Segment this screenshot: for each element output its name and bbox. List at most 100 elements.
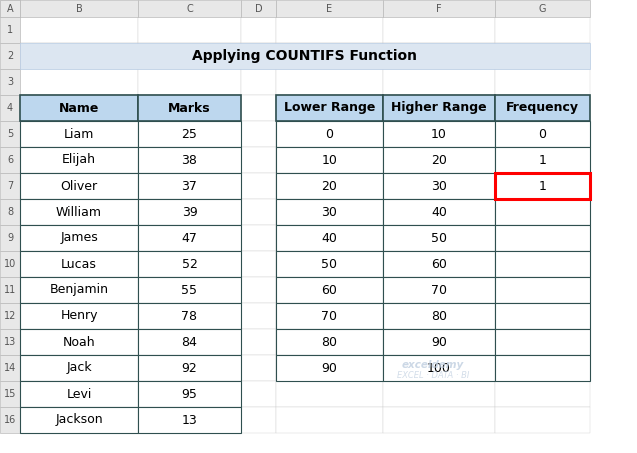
Bar bbox=[276, 147, 383, 173]
Bar bbox=[241, 121, 276, 147]
Bar bbox=[20, 121, 138, 147]
Bar bbox=[383, 277, 495, 303]
Bar bbox=[383, 407, 495, 433]
Bar bbox=[495, 225, 590, 251]
Bar bbox=[495, 329, 590, 355]
Bar bbox=[383, 303, 495, 329]
Bar bbox=[276, 147, 383, 173]
Bar bbox=[276, 173, 383, 199]
Bar bbox=[383, 199, 495, 225]
Bar bbox=[138, 199, 241, 225]
Bar bbox=[383, 303, 495, 329]
Bar bbox=[138, 303, 241, 329]
Text: William: William bbox=[56, 206, 102, 218]
Bar bbox=[383, 225, 495, 251]
Text: 38: 38 bbox=[182, 154, 197, 167]
Text: 37: 37 bbox=[182, 179, 197, 193]
Bar bbox=[138, 0, 241, 17]
Text: 8: 8 bbox=[7, 207, 13, 217]
Text: 47: 47 bbox=[182, 231, 197, 245]
Bar bbox=[495, 251, 590, 277]
Text: 100: 100 bbox=[427, 361, 451, 375]
Text: 80: 80 bbox=[322, 336, 338, 348]
Bar bbox=[241, 381, 276, 407]
Text: 13: 13 bbox=[182, 414, 197, 427]
Bar bbox=[495, 95, 590, 121]
Bar bbox=[383, 121, 495, 147]
Bar bbox=[20, 95, 138, 121]
Bar bbox=[241, 69, 276, 95]
Text: 7: 7 bbox=[7, 181, 13, 191]
Bar bbox=[20, 95, 138, 121]
Text: 11: 11 bbox=[4, 285, 16, 295]
Bar bbox=[241, 43, 276, 69]
Bar bbox=[20, 0, 138, 17]
Bar bbox=[276, 0, 383, 17]
Text: Lucas: Lucas bbox=[61, 257, 97, 270]
Text: Jackson: Jackson bbox=[55, 414, 103, 427]
Text: G: G bbox=[539, 4, 547, 14]
Bar bbox=[0, 329, 20, 355]
Bar bbox=[383, 69, 495, 95]
Bar bbox=[20, 43, 590, 69]
Bar bbox=[138, 381, 241, 407]
Text: Henry: Henry bbox=[61, 309, 97, 323]
Bar bbox=[495, 147, 590, 173]
Bar bbox=[0, 355, 20, 381]
Bar bbox=[495, 381, 590, 407]
Bar bbox=[20, 173, 138, 199]
Text: 40: 40 bbox=[431, 206, 447, 218]
Bar bbox=[495, 0, 590, 17]
Bar bbox=[138, 43, 241, 69]
Bar bbox=[20, 17, 138, 43]
Bar bbox=[241, 225, 276, 251]
Text: 30: 30 bbox=[322, 206, 338, 218]
Bar bbox=[20, 147, 138, 173]
Bar bbox=[495, 407, 590, 433]
Bar bbox=[495, 95, 590, 121]
Text: 10: 10 bbox=[322, 154, 338, 167]
Bar bbox=[20, 355, 138, 381]
Bar bbox=[0, 199, 20, 225]
Bar bbox=[495, 173, 590, 199]
Bar bbox=[383, 17, 495, 43]
Text: Elijah: Elijah bbox=[62, 154, 96, 167]
Bar bbox=[0, 95, 20, 121]
Bar bbox=[276, 303, 383, 329]
Bar bbox=[0, 381, 20, 407]
Text: 70: 70 bbox=[431, 284, 447, 297]
Bar bbox=[276, 95, 383, 121]
Text: 0: 0 bbox=[326, 127, 334, 140]
Bar bbox=[495, 43, 590, 69]
Bar bbox=[276, 225, 383, 251]
Bar bbox=[138, 147, 241, 173]
Bar bbox=[20, 121, 138, 147]
Text: exceldemy: exceldemy bbox=[402, 361, 464, 371]
Text: 60: 60 bbox=[322, 284, 338, 297]
Bar bbox=[20, 303, 138, 329]
Text: 40: 40 bbox=[322, 231, 338, 245]
Bar bbox=[138, 173, 241, 199]
Bar bbox=[138, 147, 241, 173]
Text: 12: 12 bbox=[4, 311, 16, 321]
Bar bbox=[276, 277, 383, 303]
Bar bbox=[20, 407, 138, 433]
Bar bbox=[0, 17, 20, 43]
Text: Lower Range: Lower Range bbox=[284, 101, 375, 115]
Text: Oliver: Oliver bbox=[61, 179, 97, 193]
Bar bbox=[138, 407, 241, 433]
Text: F: F bbox=[436, 4, 442, 14]
Bar bbox=[276, 225, 383, 251]
Bar bbox=[495, 251, 590, 277]
Bar bbox=[0, 251, 20, 277]
Bar bbox=[20, 277, 138, 303]
Bar bbox=[0, 407, 20, 433]
Text: 0: 0 bbox=[538, 127, 547, 140]
Bar bbox=[276, 121, 383, 147]
Bar bbox=[0, 303, 20, 329]
Bar bbox=[20, 407, 138, 433]
Bar bbox=[495, 355, 590, 381]
Bar bbox=[495, 303, 590, 329]
Bar bbox=[138, 173, 241, 199]
Text: 39: 39 bbox=[182, 206, 197, 218]
